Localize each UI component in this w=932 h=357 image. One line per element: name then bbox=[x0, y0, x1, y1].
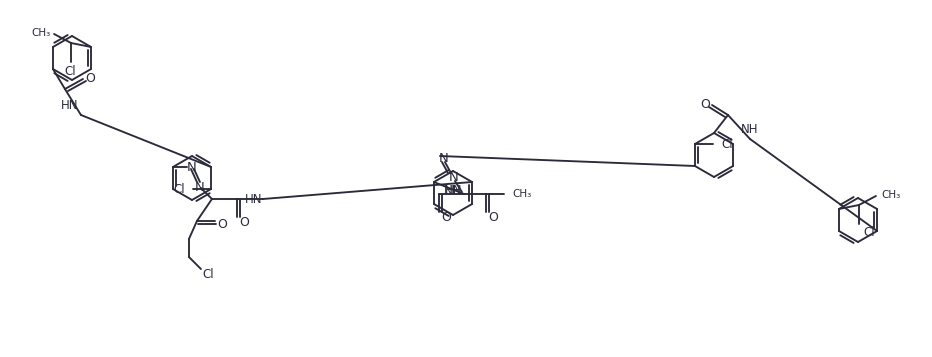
Text: N: N bbox=[439, 151, 449, 165]
Text: CH₃: CH₃ bbox=[512, 189, 531, 199]
Text: NH: NH bbox=[444, 183, 461, 196]
Text: CH₃: CH₃ bbox=[881, 190, 900, 200]
Text: Cl: Cl bbox=[64, 65, 75, 77]
Text: O: O bbox=[700, 97, 710, 111]
Text: Cl: Cl bbox=[202, 268, 213, 282]
Text: N: N bbox=[449, 171, 459, 183]
Text: N: N bbox=[195, 181, 205, 193]
Text: N: N bbox=[187, 161, 197, 174]
Text: CH₃: CH₃ bbox=[32, 28, 51, 38]
Text: Cl: Cl bbox=[721, 137, 733, 151]
Text: O: O bbox=[85, 71, 95, 85]
Text: HN: HN bbox=[445, 183, 462, 196]
Text: O: O bbox=[217, 217, 226, 231]
Text: O: O bbox=[488, 211, 498, 223]
Text: O: O bbox=[441, 211, 451, 223]
Text: Cl: Cl bbox=[173, 182, 185, 196]
Text: Cl: Cl bbox=[863, 226, 874, 240]
Text: NH: NH bbox=[741, 122, 759, 136]
Text: HN: HN bbox=[62, 99, 78, 111]
Text: O: O bbox=[239, 216, 249, 228]
Text: HN: HN bbox=[245, 192, 263, 206]
